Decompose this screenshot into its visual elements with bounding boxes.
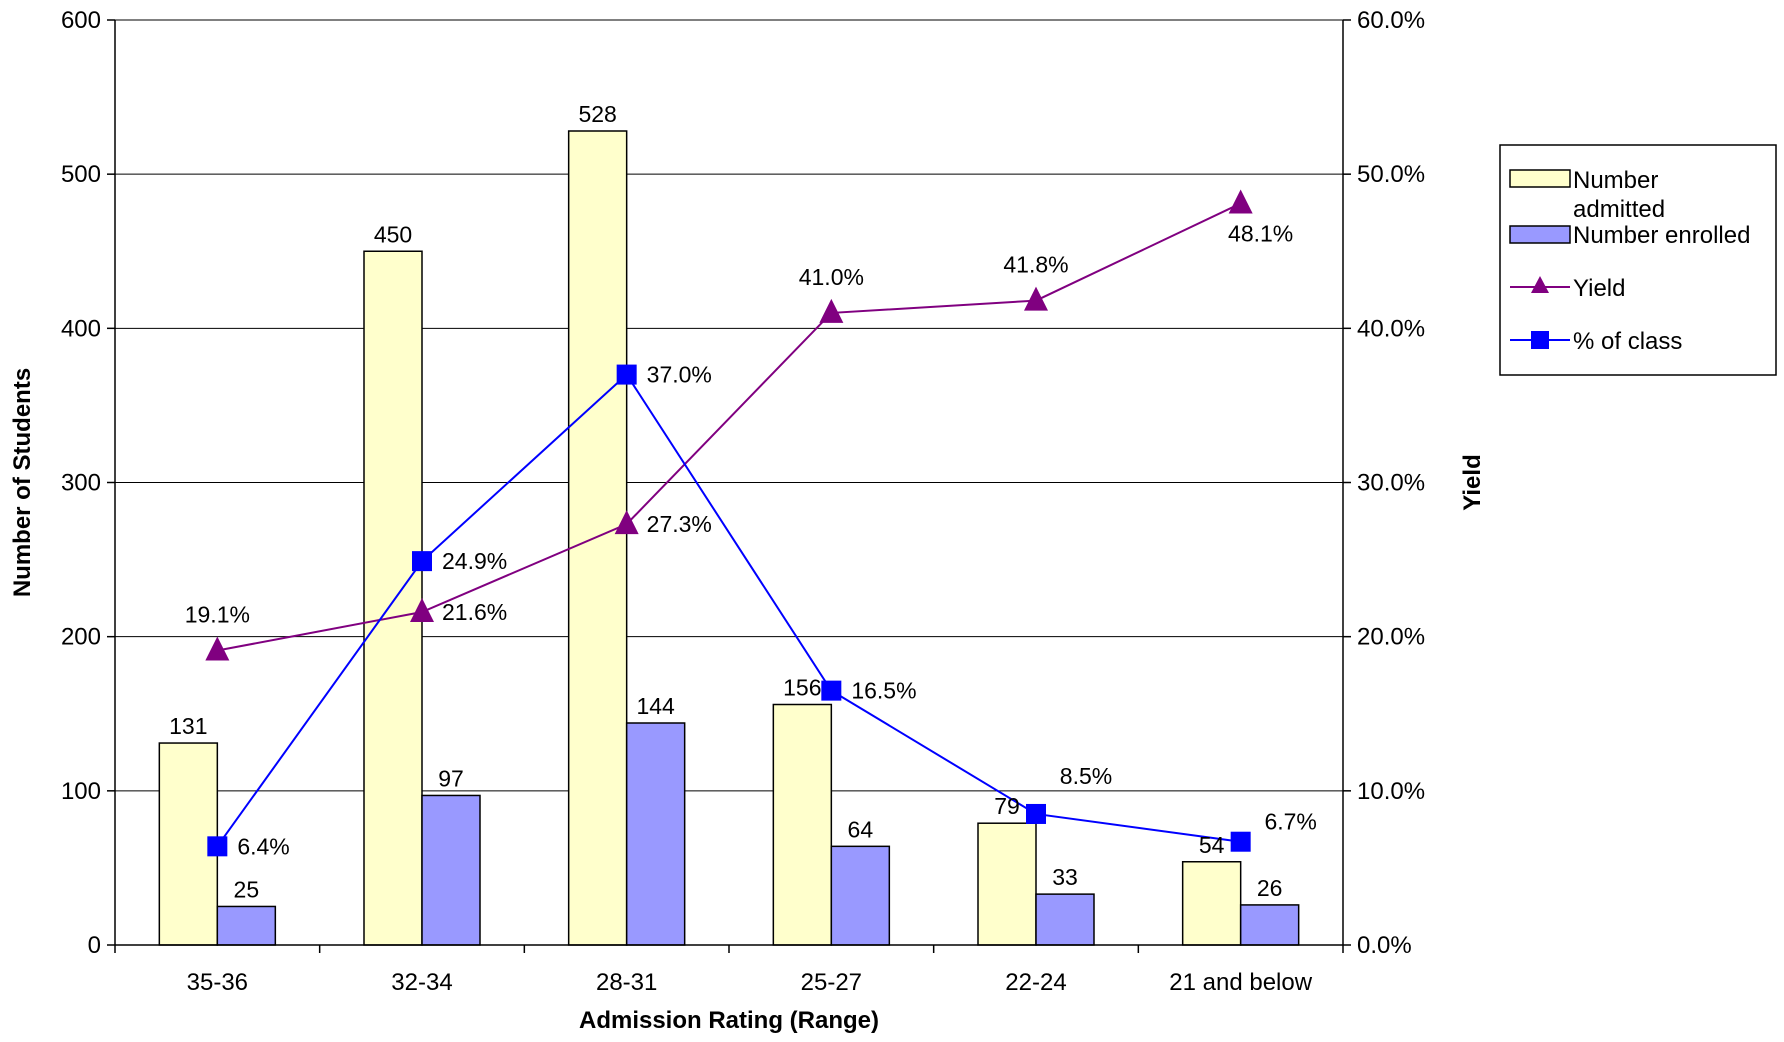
bar-enrolled xyxy=(216,905,277,946)
bar-value-label: 144 xyxy=(636,693,675,719)
bar-series xyxy=(158,130,1300,946)
yield-value-label: 48.1% xyxy=(1228,220,1293,246)
bar-value-label: 156 xyxy=(783,675,821,701)
legend-square-icon xyxy=(1531,331,1549,349)
pct-class-point xyxy=(1026,803,1046,824)
bar-enrolled xyxy=(1239,904,1300,946)
y-tick-label: 100 xyxy=(61,778,101,805)
gridlines xyxy=(115,19,1343,792)
y-tick-label: 400 xyxy=(61,315,101,342)
bar-admitted xyxy=(772,703,833,946)
bar-enrolled xyxy=(421,794,481,946)
y2-tick-label: 60.0% xyxy=(1357,7,1425,34)
bar-value-label: 54 xyxy=(1199,832,1225,858)
y2-axis-title: Yield xyxy=(1459,454,1486,510)
legend: Number admitted Number enrolled Yield % … xyxy=(1499,144,1777,376)
legend-label-pct-class: % of class xyxy=(1573,328,1682,355)
pct-class-point xyxy=(616,364,637,385)
pct-class-value-label: 16.5% xyxy=(851,678,916,704)
bar-admitted xyxy=(363,250,423,946)
bar-admitted xyxy=(977,822,1037,946)
y-tick-label: 200 xyxy=(61,624,101,651)
x-tick-label: 25-27 xyxy=(801,969,862,996)
bar-value-label: 79 xyxy=(994,793,1020,819)
y2-tick-label: 10.0% xyxy=(1357,778,1425,805)
series-line-yield xyxy=(217,202,1242,652)
y2-tick-label: 0.0% xyxy=(1357,932,1412,959)
pct-class-value-label: 37.0% xyxy=(647,362,712,388)
x-tick-label: 22-24 xyxy=(1005,969,1066,996)
legend-label-yield: Yield xyxy=(1573,275,1625,302)
data-labels: 131 450 528 156 79 54 25 97 144 64 33 26 19.1% 21.6% 2… xyxy=(169,101,1317,902)
tick-labels: 0 0.0% 100 10.0% 200 20.0% 300 30.0% 400 40.0% 500… xyxy=(61,7,1425,996)
legend-label-admitted-line1: Number xyxy=(1573,167,1658,194)
yield-point xyxy=(819,298,844,323)
y-tick-label: 500 xyxy=(61,161,101,188)
bar-value-label: 26 xyxy=(1257,875,1283,901)
pct-class-point xyxy=(207,836,228,857)
yield-point xyxy=(1024,286,1048,311)
pct-class-point xyxy=(1230,831,1251,852)
x-tick-label: 28-31 xyxy=(596,969,657,996)
legend-triangle-icon xyxy=(1531,276,1549,293)
bar-enrolled xyxy=(830,845,891,946)
bar-value-label: 25 xyxy=(234,876,260,902)
bar-value-label: 97 xyxy=(438,765,464,791)
yield-value-label: 41.0% xyxy=(799,264,864,290)
yield-value-label: 21.6% xyxy=(442,599,507,625)
series-line-pct-class xyxy=(216,373,1241,847)
pct-class-value-label: 6.4% xyxy=(237,833,289,859)
bar-enrolled xyxy=(625,722,686,946)
y-tick-label: 0 xyxy=(88,932,101,959)
yield-point xyxy=(614,510,639,535)
bar-value-label: 450 xyxy=(374,221,412,247)
pct-class-value-label: 6.7% xyxy=(1264,809,1316,835)
bar-enrolled xyxy=(1035,893,1095,946)
bar-value-label: 64 xyxy=(848,816,874,842)
pct-class-point xyxy=(821,680,842,701)
y-axis-title: Number of Students xyxy=(9,368,36,597)
bar-admitted xyxy=(1181,861,1242,946)
x-tick-label: 32-34 xyxy=(391,969,452,996)
line-series xyxy=(205,189,1253,857)
bar-value-label: 33 xyxy=(1052,864,1078,890)
y2-tick-label: 20.0% xyxy=(1357,624,1425,651)
pct-class-point xyxy=(412,551,432,572)
yield-value-label: 27.3% xyxy=(647,511,712,537)
yield-point xyxy=(410,598,434,622)
bar-value-label: 131 xyxy=(169,713,207,739)
yield-value-label: 41.8% xyxy=(1003,252,1068,278)
yield-value-label: 19.1% xyxy=(185,602,250,628)
legend-label-admitted-line2: admitted xyxy=(1573,196,1665,223)
x-tick-label: 35-36 xyxy=(187,969,248,996)
yield-point xyxy=(205,636,230,661)
y2-tick-label: 50.0% xyxy=(1357,161,1425,188)
legend-swatch-enrolled xyxy=(1509,225,1571,244)
legend-swatch-admitted xyxy=(1509,169,1571,188)
y2-tick-label: 30.0% xyxy=(1357,470,1425,497)
x-tick-label: 21 and below xyxy=(1169,969,1312,996)
y2-tick-label: 40.0% xyxy=(1357,315,1425,342)
legend-label-enrolled: Number enrolled xyxy=(1573,222,1750,249)
bar-admitted xyxy=(567,130,628,946)
bar-value-label: 528 xyxy=(578,101,616,127)
x-axis-title: Admission Rating (Range) xyxy=(579,1007,879,1034)
yield-point xyxy=(1228,189,1253,214)
y-tick-label: 300 xyxy=(61,470,101,497)
pct-class-value-label: 24.9% xyxy=(442,548,507,574)
y-tick-label: 600 xyxy=(61,7,101,34)
pct-class-value-label: 8.5% xyxy=(1060,763,1112,789)
